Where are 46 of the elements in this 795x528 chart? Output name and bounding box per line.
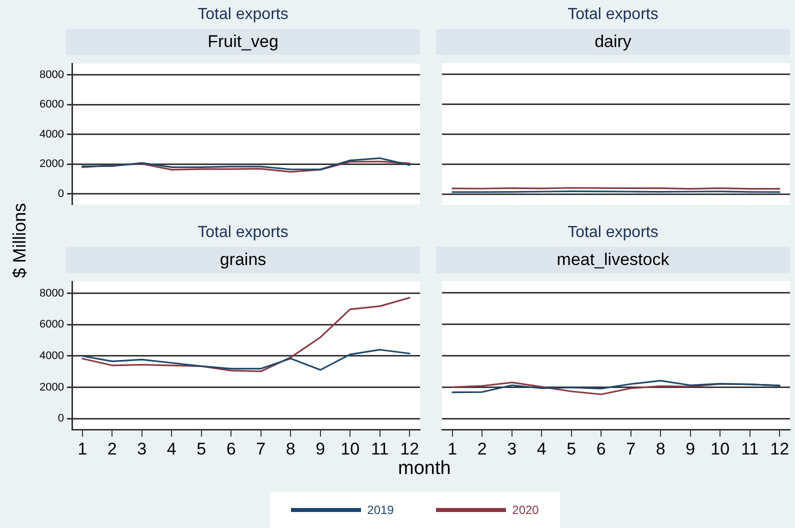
text: 2020 xyxy=(512,503,539,517)
chart-title: Total exports xyxy=(196,224,290,242)
chart-subtitle: meat_livestock xyxy=(436,247,790,273)
chart-subtitle: grains xyxy=(66,247,420,273)
x-tick-label: 3 xyxy=(137,439,147,458)
x-tick-label: 2 xyxy=(107,439,117,458)
x-tick-label: 5 xyxy=(196,439,206,458)
y-tick-label: 2000 xyxy=(40,381,64,394)
x-tick-label: 1 xyxy=(448,439,458,458)
x-tick-label: 1 xyxy=(78,439,88,458)
x-axis-title: month xyxy=(398,458,451,480)
x-tick-label: 2 xyxy=(477,439,487,458)
x-tick-label: 11 xyxy=(741,439,759,458)
x-tick-label: 4 xyxy=(536,439,546,458)
x-tick-label: 9 xyxy=(316,439,326,458)
x-tick-label: 6 xyxy=(226,439,236,458)
y-tick-label: 8000 xyxy=(40,287,64,300)
x-tick-label: 5 xyxy=(566,439,576,458)
chart-subtitle: dairy xyxy=(436,29,790,55)
x-tick-label: 7 xyxy=(626,439,636,458)
y-tick-label: 8000 xyxy=(40,68,64,81)
y-tick-label: 2000 xyxy=(40,158,64,170)
x-tick-label: 3 xyxy=(507,439,517,458)
text: 2019 xyxy=(367,503,394,517)
chart-subtitle: Fruit_veg xyxy=(66,29,420,55)
chart-title: Total exports xyxy=(566,224,660,242)
y-tick-label: 0 xyxy=(58,412,64,425)
x-tick-label: 10 xyxy=(340,439,360,458)
y-tick-label: 6000 xyxy=(40,98,64,111)
x-tick-label: 7 xyxy=(256,439,266,458)
x-tick-label: 8 xyxy=(656,439,666,458)
x-tick-label: 12 xyxy=(400,439,420,458)
y-tick-label: 0 xyxy=(58,188,64,200)
x-tick-label: 9 xyxy=(686,439,696,458)
chart-title: Total exports xyxy=(196,6,290,24)
y-tick-label: 6000 xyxy=(40,318,64,331)
x-tick-label: 12 xyxy=(770,439,790,458)
y-tick-label: 4000 xyxy=(40,350,64,362)
x-tick-label: 10 xyxy=(710,439,730,458)
chart-title: Total exports xyxy=(566,6,660,24)
x-tick-label: 4 xyxy=(166,439,176,458)
y-tick-label: 4000 xyxy=(40,128,64,140)
x-tick-label: 11 xyxy=(371,439,389,458)
y-axis-title: $ Millions xyxy=(10,202,30,280)
x-tick-label: 6 xyxy=(596,439,606,458)
x-tick-label: 8 xyxy=(286,439,296,458)
